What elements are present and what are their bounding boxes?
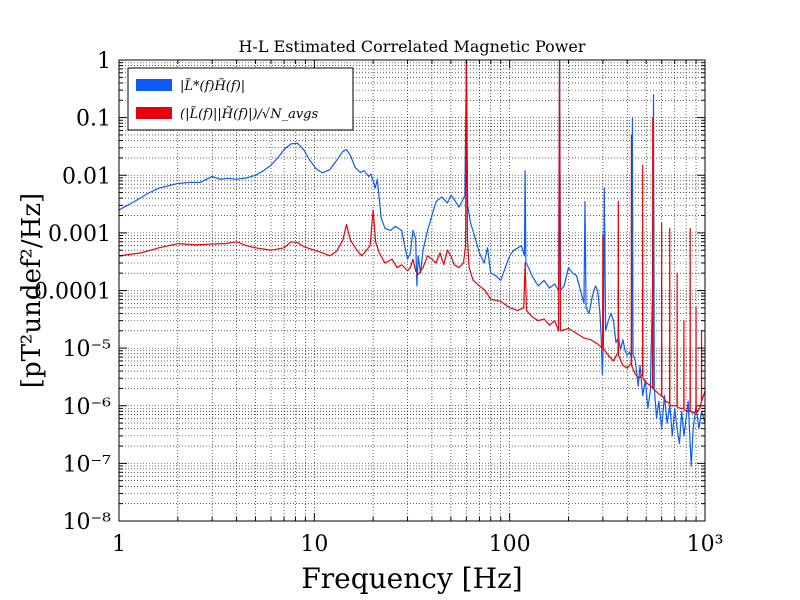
legend-swatch-l-star-h bbox=[136, 79, 172, 91]
chart-title: H-L Estimated Correlated Magnetic Power bbox=[238, 37, 585, 56]
x-tick-label: 100 bbox=[489, 532, 531, 557]
x-axis-label: Frequency [Hz] bbox=[301, 562, 522, 595]
y-tick-label: 0.01 bbox=[62, 164, 111, 189]
legend-box bbox=[127, 67, 354, 131]
x-tick-label: 10 bbox=[300, 532, 328, 557]
y-tick-label: 10⁻⁵ bbox=[63, 337, 111, 362]
y-tick-label: 0.0001 bbox=[34, 280, 111, 305]
x-tick-label: 10³ bbox=[687, 532, 724, 557]
grid bbox=[119, 60, 705, 521]
legend-label-l-star-h: |L̃*(f)H̃(f)| bbox=[180, 78, 245, 94]
y-tick-label: 10⁻⁷ bbox=[63, 452, 112, 477]
legend-label-normalized: (|L̃(f)||H̃(f)|)/√N_avgs bbox=[180, 106, 318, 122]
y-tick-label: 10⁻⁸ bbox=[63, 510, 112, 535]
axis-ticks bbox=[118, 59, 706, 522]
y-tick-label: 0.001 bbox=[48, 222, 111, 247]
series-line-0 bbox=[119, 60, 705, 467]
axis-tick-labels: 1 10 100 10³ 1 0.1 0.01 0.001 0.0001 10⁻⁵ 10⁻⁶ 10⁻⁷… bbox=[34, 49, 723, 557]
plot-area bbox=[119, 60, 705, 467]
y-tick-label: 10⁻⁶ bbox=[63, 395, 112, 420]
y-tick-label: 0.1 bbox=[76, 107, 111, 132]
y-axis-label: [pT²undef²/Hz] bbox=[17, 193, 47, 388]
legend: |L̃*(f)H̃(f)| (|L̃(f)||H̃(f)|)/√N_avgs bbox=[127, 67, 354, 131]
x-tick-label: 1 bbox=[112, 532, 126, 557]
y-tick-label: 1 bbox=[97, 49, 111, 74]
legend-swatch-normalized bbox=[136, 107, 172, 119]
series-line-1 bbox=[119, 60, 705, 414]
